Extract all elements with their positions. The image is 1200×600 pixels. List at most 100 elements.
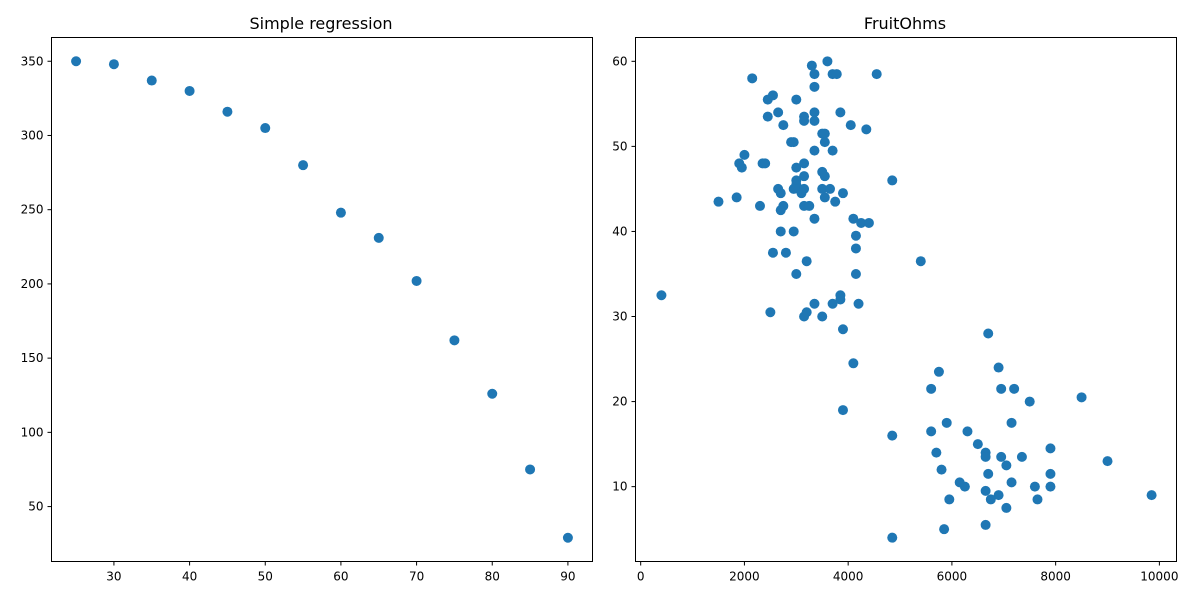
data-point	[871, 69, 882, 80]
data-point	[71, 56, 82, 67]
data-point	[713, 196, 724, 207]
data-point	[1006, 417, 1017, 428]
chart-title: FruitOhms	[864, 14, 946, 33]
data-point	[1076, 392, 1087, 403]
data-point	[806, 60, 817, 71]
data-point	[996, 383, 1007, 394]
data-point	[780, 247, 791, 258]
data-points	[71, 56, 573, 543]
y-tick-label: 200	[21, 277, 44, 291]
data-point	[767, 247, 778, 258]
data-point	[791, 162, 802, 173]
data-point	[853, 298, 864, 309]
x-tick-label: 30	[106, 570, 121, 584]
data-point	[863, 217, 874, 228]
x-tick-label: 40	[182, 570, 197, 584]
data-point	[773, 107, 784, 118]
data-point	[1016, 451, 1027, 462]
y-tick-label: 30	[612, 310, 627, 324]
data-point	[809, 213, 820, 224]
data-point	[861, 124, 872, 135]
data-point	[1045, 443, 1056, 454]
data-point	[993, 362, 1004, 373]
data-point	[1009, 383, 1020, 394]
y-axis: 10 20 30 40 50 60	[612, 54, 636, 494]
data-point	[931, 447, 942, 458]
plot-frame	[635, 37, 1177, 562]
data-point	[736, 162, 747, 173]
data-point	[819, 137, 830, 148]
x-tick-label: 10000	[1140, 570, 1178, 584]
data-point	[996, 451, 1007, 462]
data-point	[848, 358, 859, 369]
data-point	[822, 56, 833, 67]
data-point	[850, 230, 861, 241]
data-point	[819, 192, 830, 203]
data-point	[941, 417, 952, 428]
data-point	[562, 532, 573, 543]
data-point	[850, 243, 861, 254]
data-point	[983, 328, 994, 339]
x-tick-label: 0	[637, 570, 645, 584]
y-tick-label: 60	[612, 54, 627, 68]
data-point	[656, 290, 667, 301]
data-point	[980, 451, 991, 462]
data-point	[788, 226, 799, 237]
x-axis: 0 2000 4000 6000 8000 10000	[637, 561, 1178, 584]
data-points	[656, 56, 1157, 543]
x-tick-label: 2000	[729, 570, 760, 584]
y-axis: 50 100 150 200 250 300 350	[21, 54, 52, 514]
data-point	[1032, 494, 1043, 505]
data-point	[804, 200, 815, 211]
fruitohms-chart: FruitOhms 0 2000 4000 6000 8000 10000 10 20 30 4…	[612, 14, 1178, 584]
data-point	[980, 519, 991, 530]
data-point	[809, 107, 820, 118]
data-point	[184, 85, 195, 96]
data-point	[373, 232, 384, 243]
data-point	[817, 183, 828, 194]
data-point	[985, 494, 996, 505]
data-point	[936, 464, 947, 475]
x-tick-label: 80	[485, 570, 500, 584]
x-tick-label: 6000	[937, 570, 968, 584]
x-tick-label: 50	[258, 570, 273, 584]
data-point	[335, 207, 346, 218]
data-point	[731, 192, 742, 203]
data-point	[809, 115, 820, 126]
data-point	[791, 268, 802, 279]
data-point	[1045, 481, 1056, 492]
data-point	[850, 268, 861, 279]
y-tick-label: 40	[612, 224, 627, 238]
data-point	[739, 149, 750, 160]
x-tick-label: 4000	[833, 570, 864, 584]
x-tick-label: 8000	[1040, 570, 1071, 584]
x-tick-label: 70	[409, 570, 424, 584]
data-point	[747, 73, 758, 84]
data-point	[108, 59, 119, 70]
data-point	[819, 171, 830, 182]
y-tick-label: 20	[612, 395, 627, 409]
data-point	[825, 183, 836, 194]
data-point	[1045, 468, 1056, 479]
y-tick-label: 100	[21, 425, 44, 439]
data-point	[222, 106, 233, 117]
data-point	[449, 335, 460, 346]
data-point	[778, 120, 789, 131]
data-point	[993, 490, 1004, 501]
x-axis: 30 40 50 60 70 80 90	[106, 561, 576, 584]
data-point	[980, 485, 991, 496]
data-point	[799, 311, 810, 322]
data-point	[1024, 396, 1035, 407]
data-point	[848, 213, 859, 224]
data-point	[765, 307, 776, 318]
data-point	[887, 430, 898, 441]
y-tick-label: 300	[21, 128, 44, 142]
data-point	[1006, 477, 1017, 488]
data-point	[809, 69, 820, 80]
data-point	[972, 439, 983, 450]
data-point	[959, 481, 970, 492]
data-point	[827, 145, 838, 156]
plot-frame	[51, 37, 593, 562]
data-point	[944, 494, 955, 505]
data-point	[830, 196, 841, 207]
